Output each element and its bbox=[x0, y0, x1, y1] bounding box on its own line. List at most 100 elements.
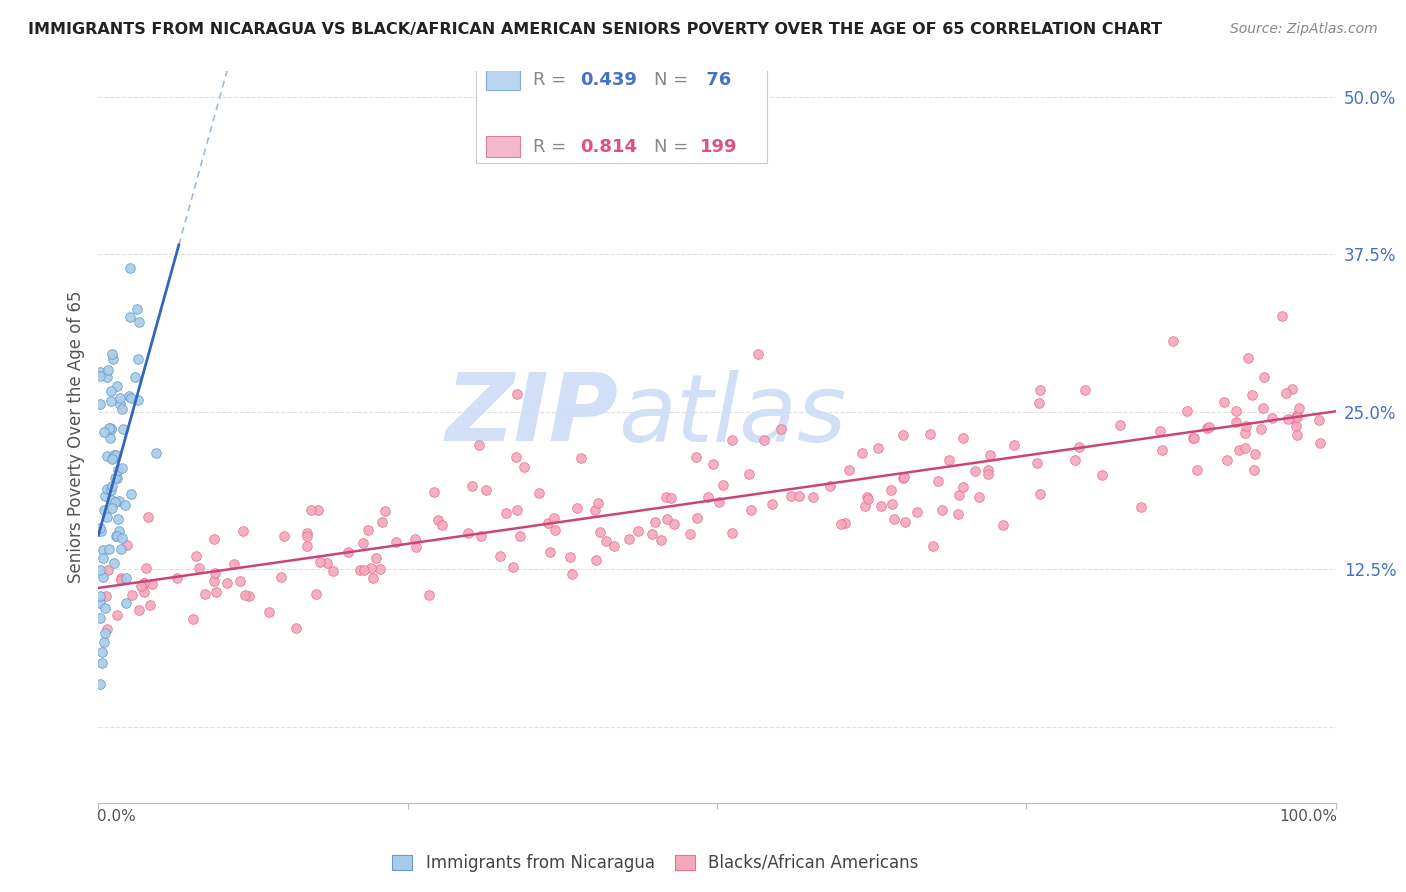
Point bbox=[761, 497, 783, 511]
Text: ZIP: ZIP bbox=[446, 369, 619, 461]
Point bbox=[129, 579, 152, 593]
Point bbox=[368, 562, 391, 576]
Point bbox=[617, 533, 640, 547]
Point bbox=[830, 516, 852, 531]
Point bbox=[737, 467, 759, 481]
Point bbox=[295, 526, 318, 541]
Point bbox=[430, 517, 453, 532]
Point bbox=[360, 561, 382, 575]
Point bbox=[96, 449, 118, 463]
Point bbox=[1234, 425, 1257, 440]
Point bbox=[125, 301, 148, 316]
Point bbox=[1161, 334, 1184, 348]
Point bbox=[655, 490, 678, 504]
Point bbox=[747, 347, 769, 361]
Point bbox=[371, 515, 394, 529]
Point bbox=[128, 603, 150, 617]
Point bbox=[976, 462, 998, 476]
Point bbox=[89, 563, 111, 577]
Point bbox=[1261, 411, 1284, 425]
Text: N =: N = bbox=[654, 137, 688, 156]
Point bbox=[1286, 408, 1309, 422]
Point bbox=[238, 589, 260, 603]
Point bbox=[96, 623, 118, 637]
Point bbox=[457, 526, 479, 541]
Point bbox=[952, 480, 974, 494]
Point bbox=[166, 571, 188, 585]
Point bbox=[100, 347, 122, 361]
Point bbox=[94, 626, 117, 640]
Point bbox=[108, 392, 131, 406]
Point bbox=[965, 464, 987, 478]
Point bbox=[650, 533, 672, 547]
Point bbox=[89, 611, 111, 625]
Point bbox=[181, 612, 204, 626]
Point bbox=[135, 561, 157, 575]
Point bbox=[1074, 383, 1097, 397]
Point bbox=[1185, 463, 1208, 477]
Point bbox=[91, 570, 114, 584]
Text: R =: R = bbox=[533, 137, 572, 156]
Point bbox=[702, 457, 724, 471]
Point bbox=[404, 532, 426, 546]
Point bbox=[336, 545, 359, 559]
Point bbox=[141, 576, 163, 591]
Point bbox=[349, 563, 371, 577]
Point bbox=[655, 512, 678, 526]
Point bbox=[100, 384, 122, 399]
Point bbox=[105, 378, 128, 392]
Bar bbox=[485, 136, 520, 157]
Point bbox=[1271, 309, 1294, 323]
Text: 0.814: 0.814 bbox=[579, 137, 637, 156]
Point bbox=[374, 504, 396, 518]
Point bbox=[1028, 396, 1050, 410]
Point bbox=[115, 538, 138, 552]
Point bbox=[1275, 385, 1298, 400]
Point bbox=[720, 526, 742, 541]
Point bbox=[98, 421, 121, 435]
Point bbox=[679, 527, 702, 541]
Point bbox=[834, 516, 856, 530]
Point bbox=[418, 588, 440, 602]
Point bbox=[124, 370, 146, 384]
Point bbox=[90, 656, 112, 670]
Point bbox=[91, 543, 114, 558]
Point bbox=[94, 589, 117, 603]
Point bbox=[948, 488, 970, 502]
Point bbox=[136, 510, 159, 524]
Point bbox=[583, 503, 606, 517]
Point bbox=[1288, 401, 1310, 415]
Point bbox=[1285, 419, 1308, 434]
Point bbox=[105, 471, 128, 485]
Point bbox=[506, 387, 529, 401]
Point bbox=[1181, 431, 1204, 445]
Point bbox=[1182, 431, 1205, 445]
Point bbox=[118, 310, 141, 324]
Point bbox=[101, 450, 124, 465]
Text: 76: 76 bbox=[700, 71, 731, 89]
Point bbox=[1285, 428, 1308, 442]
Point bbox=[101, 492, 124, 507]
Point bbox=[801, 490, 824, 504]
Point bbox=[907, 504, 929, 518]
Point bbox=[305, 587, 328, 601]
Point bbox=[352, 535, 374, 549]
Point bbox=[111, 531, 134, 545]
Point bbox=[752, 433, 775, 447]
Text: R =: R = bbox=[533, 71, 572, 89]
Point bbox=[366, 550, 388, 565]
Point bbox=[105, 529, 128, 543]
Point bbox=[98, 420, 121, 434]
Point bbox=[110, 542, 132, 557]
Point bbox=[967, 490, 990, 504]
Point bbox=[543, 511, 565, 525]
Point bbox=[1109, 417, 1132, 432]
Point bbox=[1243, 463, 1265, 477]
Point bbox=[107, 463, 129, 477]
Point bbox=[856, 490, 879, 504]
Point bbox=[108, 524, 131, 538]
Point bbox=[707, 495, 730, 509]
Point bbox=[217, 575, 239, 590]
Text: 100.0%: 100.0% bbox=[1279, 809, 1337, 824]
Point bbox=[100, 431, 122, 445]
